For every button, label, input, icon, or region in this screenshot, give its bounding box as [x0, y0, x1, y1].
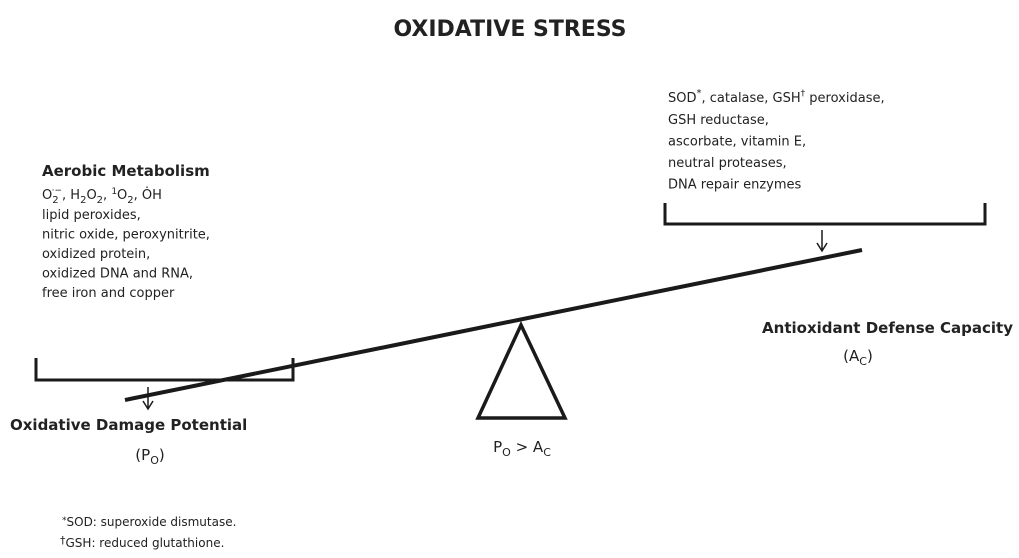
right-symbol: (AC)	[843, 347, 873, 368]
run: O	[86, 188, 96, 203]
run: 2	[127, 195, 133, 206]
run: 1	[111, 187, 117, 197]
run: *	[62, 516, 67, 526]
run: O	[42, 188, 52, 203]
run: ,	[103, 188, 111, 203]
run: peroxidase,	[805, 91, 884, 106]
run: O	[117, 188, 127, 203]
run: *	[697, 88, 702, 99]
run: )	[867, 347, 873, 365]
run: ȮH	[142, 186, 162, 203]
right-label: Antioxidant Defense Capacity	[762, 319, 1013, 337]
list-item: GSH reductase,	[668, 113, 769, 128]
right-first-line: SOD*, catalase, GSH† peroxidase,	[668, 88, 885, 106]
list-item: nitric oxide, peroxynitrite,	[42, 228, 210, 243]
run: )	[159, 446, 165, 464]
run: (A	[843, 347, 860, 365]
right-items: GSH reductase, ascorbate, vitamin E, neutr…	[668, 113, 806, 193]
run: 2	[52, 195, 58, 206]
run: GSH: reduced glutathione.	[66, 536, 225, 550]
left-first-line: O2·−, H2O2, 1O2, ȮH	[42, 186, 162, 206]
run: ·−	[52, 186, 62, 196]
run: > A	[511, 438, 544, 456]
run: P	[493, 438, 502, 456]
run: , H	[62, 188, 80, 203]
run: ,	[134, 188, 142, 203]
list-item: oxidized protein,	[42, 247, 150, 262]
list-item: DNA repair enzymes	[668, 178, 802, 193]
run: SOD: superoxide dismutase.	[67, 515, 237, 529]
title: OXIDATIVE STRESS	[393, 17, 626, 42]
left-arrow	[142, 387, 154, 411]
left-heading: Aerobic Metabolism	[42, 162, 210, 180]
left-symbol: (PO)	[135, 446, 164, 467]
left-label: Oxidative Damage Potential	[10, 416, 247, 434]
run: †	[60, 534, 66, 547]
run: C	[859, 355, 867, 368]
list-item: free iron and copper	[42, 286, 175, 301]
right-bracket	[663, 203, 987, 226]
run: , catalase, GSH	[702, 91, 801, 106]
fulcrum-label: PO > AC	[493, 438, 551, 459]
footnote: *SOD: superoxide dismutase.	[62, 515, 236, 529]
footnote: †GSH: reduced glutathione.	[60, 534, 224, 550]
run: O	[150, 454, 159, 467]
list-item: lipid peroxides,	[42, 208, 141, 223]
fulcrum	[475, 320, 568, 420]
list-item: ascorbate, vitamin E,	[668, 135, 806, 150]
run: SOD	[668, 91, 697, 106]
run: C	[543, 446, 551, 459]
list-item: neutral proteases,	[668, 156, 787, 171]
list-item: oxidized DNA and RNA,	[42, 267, 193, 282]
balance-beam	[124, 248, 863, 402]
right-arrow	[816, 230, 828, 253]
run: (P	[135, 446, 150, 464]
run: 2	[80, 195, 86, 206]
run: O	[502, 446, 511, 459]
run: †	[801, 89, 806, 99]
left-bracket	[34, 358, 295, 382]
left-items: lipid peroxides, nitric oxide, peroxynitr…	[42, 208, 210, 301]
run: 2	[97, 195, 103, 206]
